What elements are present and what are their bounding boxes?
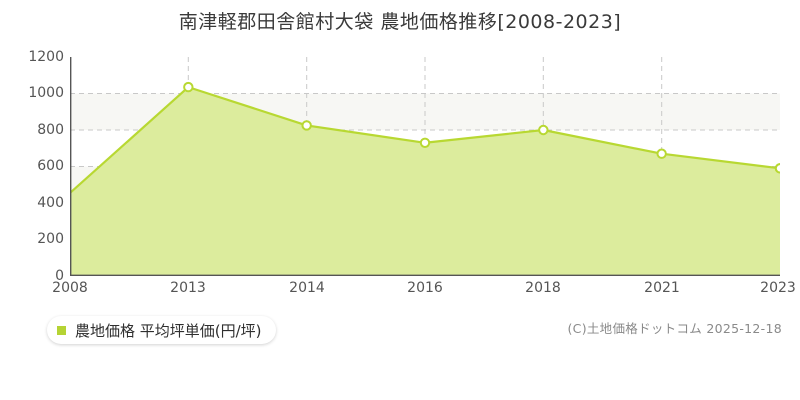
x-tick-label-2013: 2013 — [170, 280, 206, 296]
legend-label: 農地価格 平均坪単価(円/坪) — [75, 321, 262, 340]
data-point-2013 — [301, 120, 312, 131]
x-tick-label-2014: 2014 — [289, 280, 325, 296]
x-tick-label-2023: 2023 — [760, 280, 796, 296]
data-point-2008 — [183, 81, 194, 93]
chart-svg — [70, 57, 780, 276]
x-tick-label-2008: 2008 — [52, 280, 88, 296]
x-tick-label-2018: 2018 — [525, 280, 561, 296]
chart-legend[interactable]: 農地価格 平均坪単価(円/坪) — [47, 316, 276, 344]
y-axis: 1200 1000 800 600 400 200 0 — [0, 0, 64, 400]
y-tick-label-0: 0 — [55, 268, 64, 284]
y-tick-label-800: 800 — [37, 122, 64, 138]
data-point-2023 — [774, 163, 780, 174]
y-tick-label-1000: 1000 — [28, 85, 64, 101]
page-title: 南津軽郡田舎館村大袋 農地価格推移[2008-2023] — [178, 11, 622, 33]
y-tick-label-400: 400 — [37, 195, 64, 211]
x-tick-label-2021: 2021 — [644, 280, 680, 296]
x-tick-label-2016: 2016 — [407, 280, 443, 296]
data-point-2018 — [656, 148, 667, 159]
y-tick-label-600: 600 — [37, 158, 64, 174]
data-point-2016 — [538, 124, 549, 136]
y-tick-label-200: 200 — [37, 231, 64, 247]
copyright-credit: (C)土地価格ドットコム 2025-12-18 — [567, 321, 782, 336]
legend-swatch-icon — [57, 325, 66, 335]
data-point-2014 — [419, 137, 431, 148]
plot-area — [70, 57, 780, 276]
area-fill — [70, 87, 780, 276]
y-tick-label-1200: 1200 — [28, 49, 64, 65]
